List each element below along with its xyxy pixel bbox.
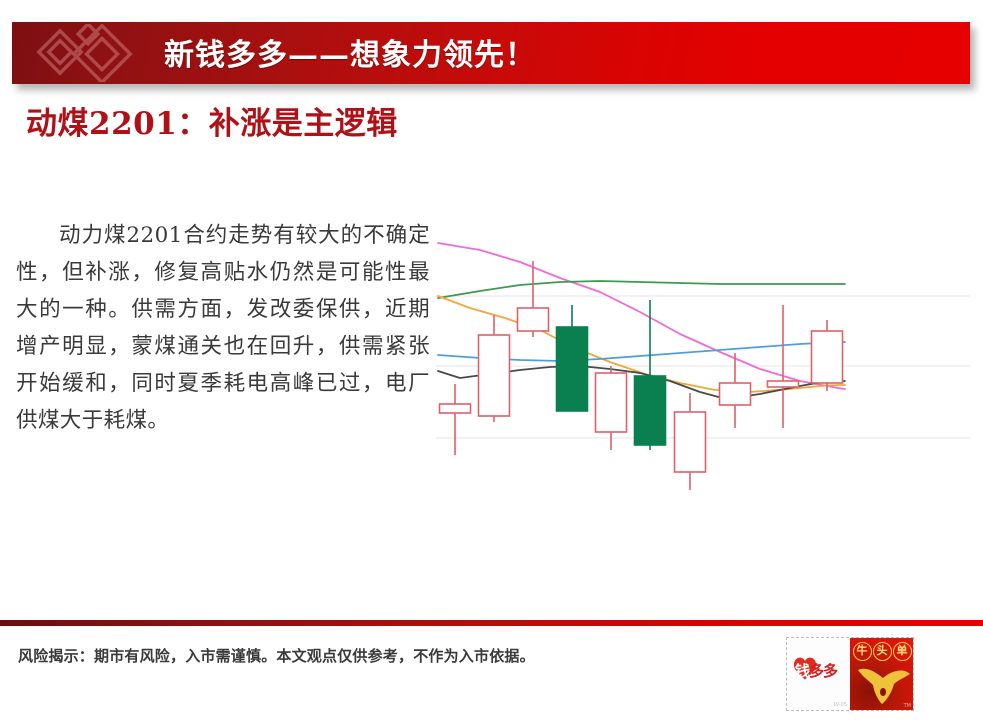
candle-0: [438, 384, 472, 455]
logo-corner-code: LV-05: [833, 702, 847, 708]
logo-right-chars: 牛头单: [852, 642, 912, 661]
candle-1: [477, 315, 511, 422]
logo-corner-code-2: TM: [903, 703, 911, 709]
body-paragraph: 动力煤2201合约走势有较大的不确定性，但补涨，修复高贴水仍然是可能性最大的一种…: [16, 223, 430, 433]
logo-char: 牛: [852, 642, 872, 661]
candle-6: [673, 393, 707, 490]
ma-line-MA-green: [437, 280, 846, 299]
banner-title: 新钱多多——想象力领先！: [164, 38, 536, 74]
ma-line-MA-pink: [437, 242, 846, 390]
logo-char: 头: [872, 642, 892, 661]
heart-icon: [793, 657, 817, 680]
chart-candles: [438, 261, 844, 490]
bull-head-icon: [858, 668, 910, 704]
candle-9: [810, 320, 844, 391]
logo-left-text: 钱多多: [795, 660, 849, 681]
candlestick-chart: ←750.6: [430, 218, 975, 508]
candle-2: [516, 261, 550, 337]
brand-logo: 钱多多 LV-05 牛头单 TM: [786, 637, 914, 711]
logo-left-suffix: 多多: [809, 662, 838, 680]
logo-right-panel: 牛头单 TM: [850, 638, 913, 710]
candle-8: [766, 305, 800, 428]
candle-3: [555, 305, 589, 412]
footer-divider: [0, 620, 983, 626]
diamond-lattice-icon: [36, 24, 133, 82]
ma-line-MA-blue: [437, 341, 846, 362]
logo-char: 单: [892, 642, 912, 661]
logo-left-panel: 钱多多 LV-05: [787, 638, 850, 710]
header-banner: 新钱多多——想象力领先！: [12, 22, 970, 84]
candle-5: [633, 300, 667, 450]
candle-7: [718, 353, 752, 428]
candle-4: [594, 366, 628, 450]
chart-svg: [436, 242, 970, 490]
risk-disclaimer: 风险揭示：期市有风险，入市需谨慎。本文观点仅供参考，不作为入市依据。: [18, 647, 535, 665]
page-title: 动煤2201：补涨是主逻辑: [26, 106, 398, 142]
logo-left-mark: 钱: [795, 662, 810, 680]
